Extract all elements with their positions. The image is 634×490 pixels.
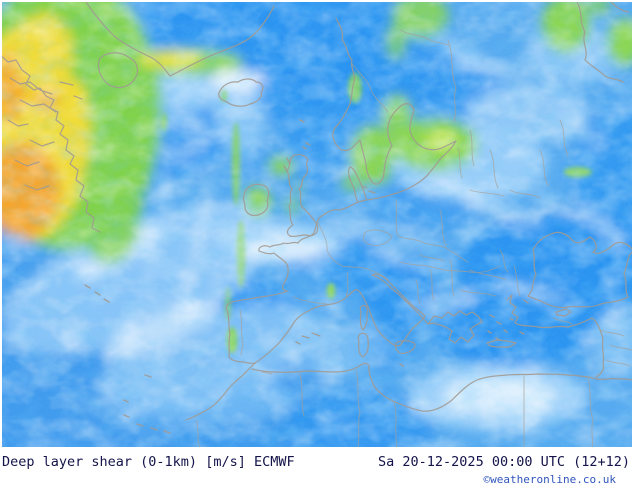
small-islands [84, 119, 525, 434]
coast-denmark [347, 166, 376, 203]
shear-field-map [0, 0, 634, 447]
coast-black-sea [523, 231, 633, 309]
coast-labrador [0, 54, 101, 233]
coast-scandinavia-baltic [332, 17, 457, 203]
valid-time-label: Sa 20-12-2025 00:00 UTC (12+12) [378, 454, 630, 470]
coast-cyprus [555, 308, 572, 317]
coast-corsica [359, 304, 368, 331]
coast-iceland [218, 78, 264, 107]
footer-right-column: Sa 20-12-2025 00:00 UTC (12+12) ©weather… [378, 454, 634, 486]
copyright-label: ©weatheronline.co.uk [483, 473, 616, 486]
coast-turkey-levant [506, 294, 605, 378]
coast-sicily [394, 340, 416, 355]
coast-ireland [242, 183, 270, 217]
coastlines [0, 0, 634, 434]
coast-greenland [85, 1, 275, 77]
product-label: Deep layer shear (0-1km) [m/s] ECMWF [2, 454, 295, 470]
weather-map-container [0, 0, 634, 447]
footer-bar: Deep layer shear (0-1km) [m/s] ECMWF Sa … [0, 447, 634, 490]
country-borders [195, 29, 634, 447]
coast-greece [427, 310, 483, 344]
coast-north-africa [185, 362, 634, 421]
coast-newfoundland [97, 52, 139, 89]
coast-crete [486, 339, 517, 348]
coast-sardinia [357, 332, 369, 358]
